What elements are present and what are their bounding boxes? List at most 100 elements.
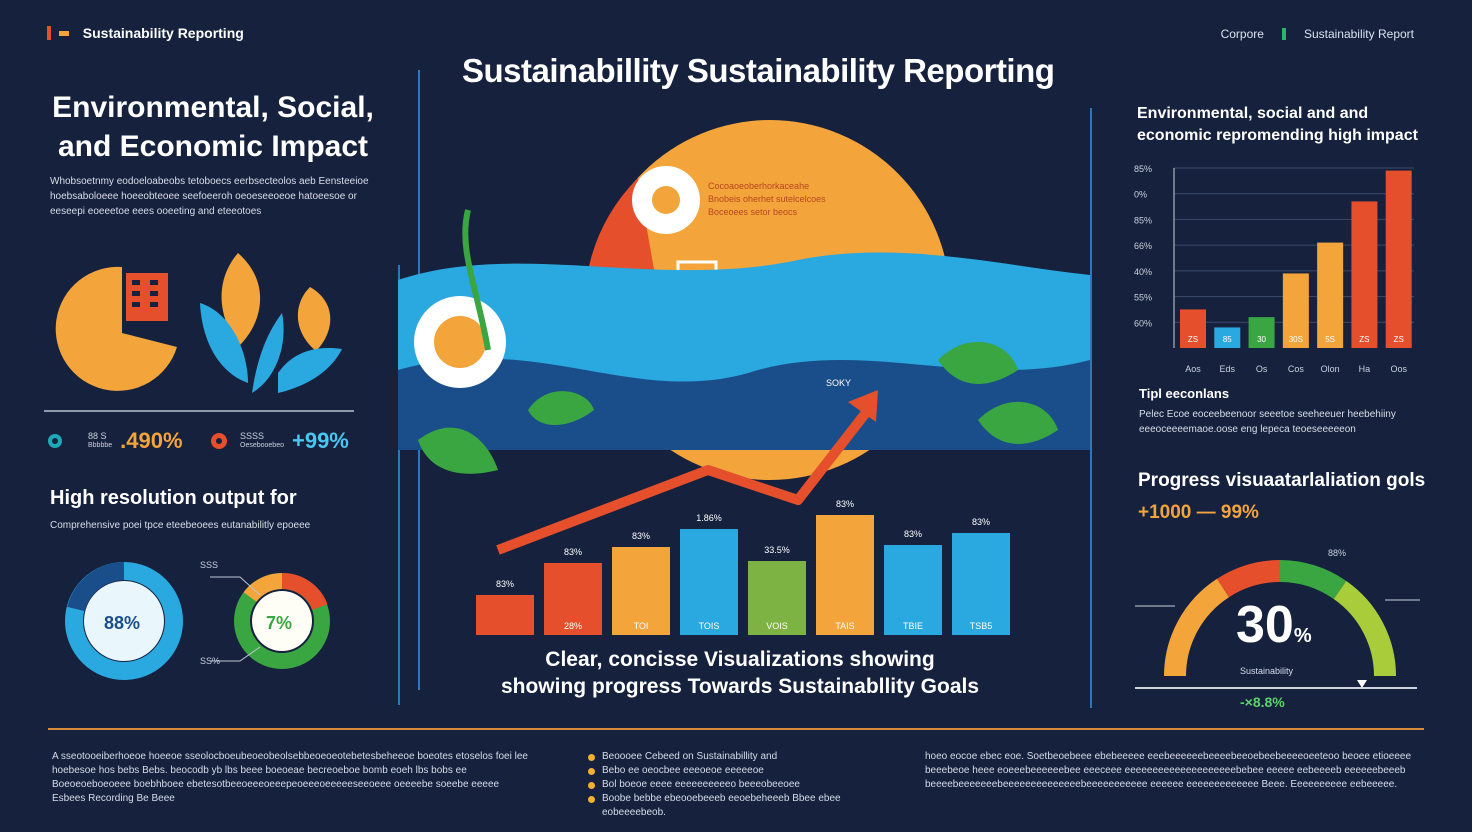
stat-2-label: SSSS — [240, 431, 265, 441]
bottom-list-item: Bebo ee oeocbee eeeoeoe eeeeeoe — [588, 764, 888, 778]
gauge-value: 30% — [1236, 595, 1312, 655]
right-title-line-1: Environmental, social and and — [1137, 105, 1369, 122]
donut-2 — [234, 573, 330, 669]
leaf-icon-2 — [278, 287, 342, 393]
center-bar-label: TOIS — [698, 621, 720, 631]
donut-1-value: 88% — [104, 613, 141, 633]
left-illustration — [55, 253, 342, 393]
top-nav-item-2[interactable]: Sustainability Report — [1303, 27, 1414, 41]
leaf-icon-1 — [200, 253, 284, 393]
bar-data-label: ZS — [1394, 335, 1404, 344]
plant-icon — [418, 209, 1058, 474]
nav-divider — [1281, 28, 1286, 40]
center-bar-label: TSB5 — [969, 621, 993, 631]
stat-1: 88 S Bbbbbe .490% — [44, 428, 183, 454]
right-title-line-2: economic repromending high impact — [1137, 127, 1418, 144]
center-bars: 83% 28% 83% TOI 83% TOIS 1.86% VOIS 33.5% TAIS 83%… — [476, 499, 1016, 635]
bar-data-label: 30 — [1257, 335, 1266, 344]
section-title: High resolution output for — [50, 487, 297, 509]
x-tick-label: Olon — [1321, 364, 1340, 374]
x-tick-label: Os — [1256, 364, 1268, 374]
x-tick-label: Eds — [1220, 364, 1236, 374]
orange-panel-line-3: Boceoees setor beocs — [708, 207, 798, 217]
progress-value: +1000 — 99% — [1138, 502, 1259, 523]
center-bar: TSB5 — [952, 533, 1010, 635]
gauge-segment-green — [1279, 560, 1347, 600]
brand-mark — [47, 26, 51, 40]
center-bar-value: 83% — [563, 547, 582, 557]
right-subtitle: Tipl eeconlans — [1139, 386, 1230, 401]
orange-panel-line-2: Bnobeis oherhet sutelcelcoes — [708, 194, 826, 204]
chart-bar — [1248, 317, 1275, 348]
center-bar-value: 83% — [835, 499, 854, 509]
stat-2-sublabel: Oesebooebeo — [240, 442, 284, 449]
y-tick-label: 66% — [1134, 241, 1152, 251]
tree-icon-circle — [744, 386, 788, 430]
chart-bar — [1282, 273, 1309, 348]
donut-note-2: SS% — [200, 656, 221, 666]
orange-icon — [652, 186, 680, 214]
center-caption-line-2: showing progress Towards Sustainabllity … — [500, 675, 980, 698]
hill-shape — [398, 358, 1090, 450]
chart-bar — [1385, 170, 1412, 348]
section-text: Comprehensive poei tpce eteebeoees eutan… — [50, 520, 311, 531]
left-title: Environmental, Social, and Economic Impa… — [52, 91, 374, 163]
y-tick-label: 85% — [1134, 215, 1152, 225]
y-tick-label: 55% — [1134, 293, 1152, 303]
gauge-pointer — [1357, 680, 1367, 688]
building-icon — [126, 273, 168, 321]
gauge-top-label: 88% — [1328, 548, 1347, 558]
chart-bar — [1214, 327, 1241, 348]
arrow-label: SOKY — [826, 378, 852, 388]
brand-label: Sustainability Reporting — [82, 25, 244, 41]
center-bar-value: 83% — [495, 579, 514, 589]
center-bar-value: 33.5% — [764, 545, 790, 555]
flower-icon — [211, 433, 227, 449]
center-bar — [476, 595, 534, 635]
page-title: Sustainabillity Sustainability Reporting — [462, 52, 1055, 89]
donut-note-1: SSS — [200, 560, 219, 570]
divider-left-2 — [398, 265, 400, 705]
x-tick-label: Ha — [1359, 364, 1371, 374]
center-bar-label: TOI — [633, 621, 649, 631]
y-tick-label: 0% — [1134, 190, 1147, 200]
fruit-icon — [434, 316, 486, 368]
orange-panel-line-1: Cocoaoeoberhorkaceahe — [708, 181, 810, 191]
right-bar-chart: 85% 0% 85% 66% 40% 55% 60% ZS Aos 85 Eds 30 Os 30S Cos… — [1134, 164, 1414, 374]
bottom-list-item: Boobe bebbe ebeooebeeeb eeoebeheeeb Bbee… — [588, 792, 888, 820]
trend-arrow — [496, 406, 872, 555]
chart-bar — [1317, 242, 1344, 348]
center-illustration — [398, 120, 1090, 555]
center-bar: TOI — [612, 547, 670, 635]
top-nav-item-1[interactable]: Corpore — [1220, 27, 1264, 41]
bottom-list-item: Bol boeoe eeee eeeeeeeeeeo beeeobeeoee — [588, 778, 888, 792]
bottom-divider — [48, 728, 1424, 730]
gauge-segment-orange — [1164, 578, 1230, 677]
trend-arrow-head — [848, 390, 878, 422]
gauge-number: 30 — [1236, 596, 1294, 654]
stat-1-sublabel: Bbbbbe — [88, 442, 113, 449]
donut-2-value: 7% — [266, 613, 293, 633]
left-description: Whobsoetnmy eodoeloabeobs tetoboecs eerb… — [50, 176, 369, 217]
chart-bar — [1351, 201, 1378, 348]
center-bar: TBIE — [884, 545, 942, 635]
gauge-segment-red — [1217, 560, 1281, 598]
gauge — [1135, 560, 1420, 689]
stat-1-label: 88 S — [88, 431, 107, 441]
stat-1-value: .490% — [120, 428, 183, 453]
center-bar-label: VOIS — [766, 621, 788, 631]
bar-data-label: ZS — [1359, 335, 1369, 344]
bottom-col-2: Beoooee Cebeed on Sustainabillity and Be… — [588, 750, 888, 820]
y-tick-label: 40% — [1134, 267, 1152, 277]
x-tick-label: Oos — [1390, 364, 1407, 374]
bar-data-label: 85 — [1223, 335, 1232, 344]
gauge-unit: % — [1293, 625, 1312, 647]
crescent-shape — [55, 266, 177, 391]
center-bar-label: TAIS — [835, 621, 855, 631]
stat-2: SSSS Oesebooebeo +99% — [206, 428, 349, 454]
brand-mark-2 — [58, 31, 69, 36]
bottom-col-3: hoeo eocoe ebec eoe. Soetbeoebeee ebebee… — [925, 751, 1412, 790]
center-caption: Clear, concisse Visualizations showing s… — [480, 646, 1000, 700]
center-bar-value: 83% — [971, 517, 990, 527]
right-text: Pelec Ecoe eoceebeenoor seeetoe seeheeue… — [1139, 409, 1396, 435]
